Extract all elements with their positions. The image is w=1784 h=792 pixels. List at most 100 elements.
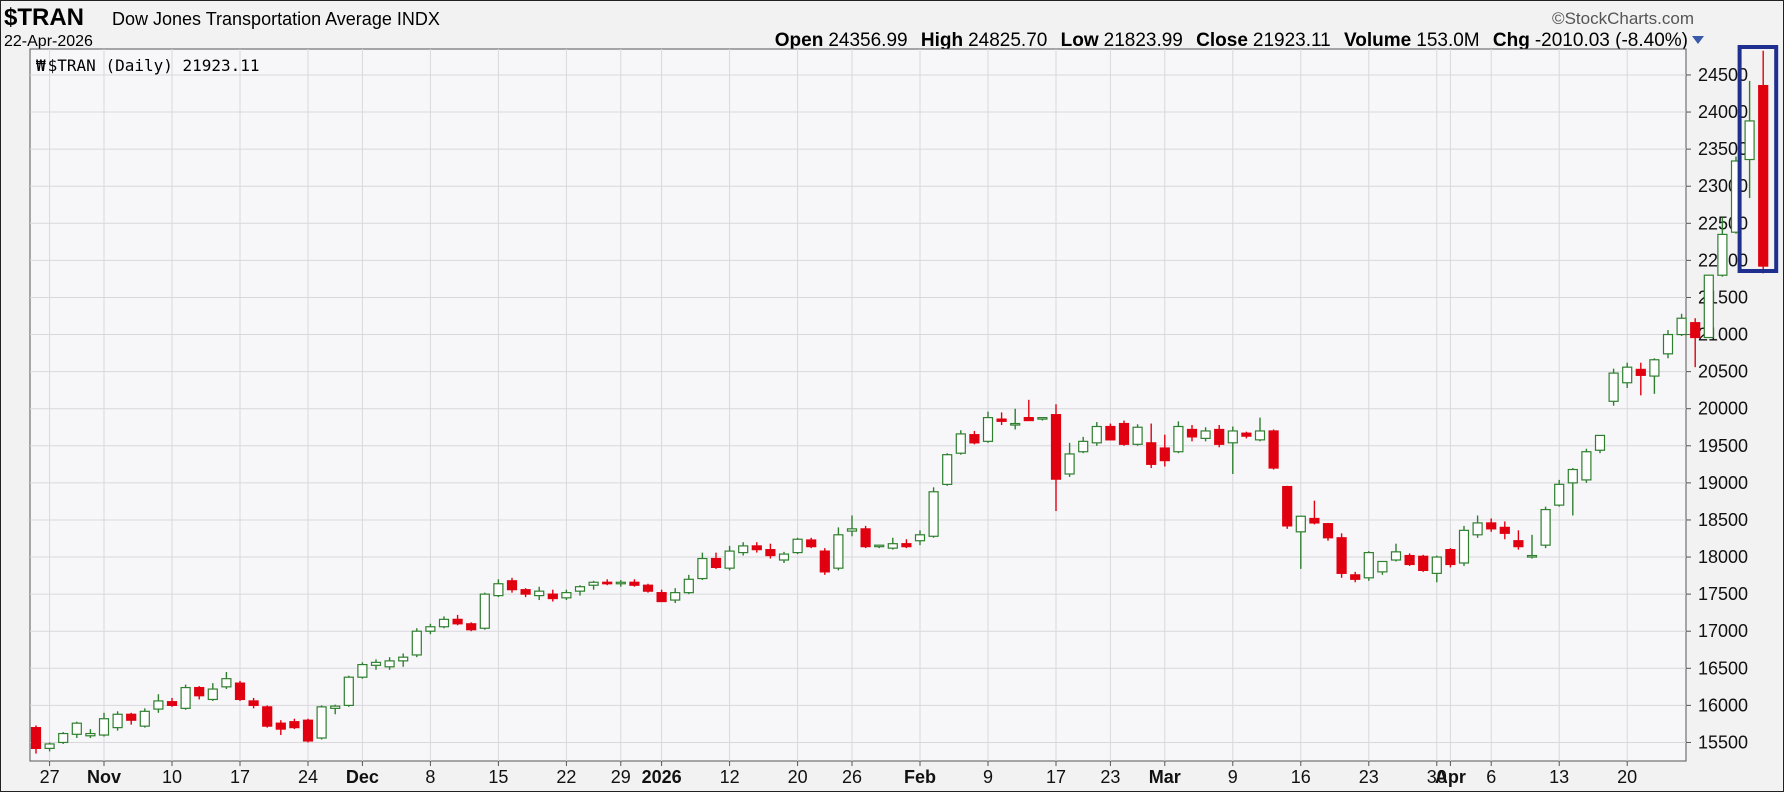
candle-body: [1703, 274, 1714, 339]
index-name: Dow Jones Transportation Average INDX: [112, 9, 440, 30]
candle-body: [561, 592, 572, 599]
candle-body: [1717, 233, 1728, 276]
candle-body: [1567, 468, 1578, 484]
candle-body: [1295, 515, 1306, 533]
x-tick-label: 10: [162, 767, 182, 787]
y-tick-label: 16000: [1698, 695, 1748, 715]
candle-body: [1662, 333, 1674, 355]
candle-body: [996, 418, 1007, 422]
candle-body: [1404, 554, 1415, 566]
x-tick-label: Dec: [346, 767, 379, 787]
candle-body: [411, 630, 422, 656]
candle-body: [479, 593, 490, 629]
x-tick-label: 6: [1486, 767, 1496, 787]
candle-body: [1050, 414, 1062, 480]
candle-body: [58, 732, 69, 744]
x-tick-label: 12: [720, 767, 740, 787]
candle-body: [357, 663, 368, 678]
x-tick-label: 9: [983, 767, 993, 787]
candle-body: [1554, 483, 1565, 506]
candle-body: [466, 623, 477, 631]
x-tick-label: 20: [788, 767, 808, 787]
candle-body: [1309, 517, 1320, 524]
candle-body: [1132, 426, 1143, 445]
candle-body: [343, 676, 354, 706]
plot-area: 15500 16000 16500 17000 17500 18000 18500 19000…: [29, 45, 1779, 787]
y-tick-label: 19500: [1698, 436, 1748, 456]
candle-body: [615, 581, 626, 585]
candle-body: [710, 557, 722, 569]
candle-body: [126, 713, 137, 721]
candle-body: [1064, 453, 1075, 475]
candle-body: [1608, 372, 1619, 402]
candle-body: [697, 557, 708, 580]
candle-body: [1744, 120, 1755, 161]
candle-body: [1078, 440, 1089, 453]
candle-body: [262, 706, 273, 727]
x-tick-label: Mar: [1149, 767, 1181, 787]
candle-body: [1513, 540, 1524, 548]
volume-label: Volume: [1344, 30, 1412, 51]
candle-body: [506, 580, 518, 591]
candle-body: [384, 660, 395, 668]
candle-body: [1336, 537, 1347, 574]
close-label: Close: [1196, 30, 1248, 51]
y-tick-label: 20000: [1698, 399, 1748, 419]
candle-body: [901, 543, 912, 548]
candle-body: [44, 743, 55, 749]
candle-body: [1200, 430, 1211, 439]
x-tick-label: 22: [556, 767, 576, 787]
candle-body: [139, 710, 150, 727]
y-tick-label: 18500: [1698, 510, 1748, 530]
x-tick-label: 23: [1100, 767, 1120, 787]
candle-body: [1526, 554, 1538, 558]
candle-body: [1594, 434, 1606, 451]
candle-body: [574, 586, 586, 592]
candle-body: [1458, 529, 1470, 564]
open-value: 24356.99: [828, 30, 908, 51]
candle-body: [1431, 556, 1442, 574]
candle-body: [1581, 451, 1592, 481]
candle-body: [656, 592, 667, 603]
x-tick-label: 23: [1359, 767, 1379, 787]
candle-body: [1690, 322, 1701, 339]
low-label: Low: [1060, 30, 1099, 51]
legend-text: $TRAN (Daily) 21923.11: [47, 56, 260, 75]
y-tick-label: 16500: [1698, 658, 1748, 678]
candle-body: [860, 528, 871, 548]
candle-body: [670, 592, 681, 601]
y-tick-label: 19000: [1698, 473, 1748, 493]
plot-background: [29, 48, 1687, 762]
candle-body: [1758, 84, 1769, 267]
y-tick-label: 20500: [1698, 362, 1748, 382]
candle-body: [547, 593, 558, 600]
high-value: 24825.70: [968, 30, 1048, 51]
caret-down-icon[interactable]: [1692, 36, 1704, 44]
candle-body: [724, 550, 735, 569]
candle-body: [1635, 368, 1646, 376]
candle-body: [1159, 447, 1170, 462]
candle-body: [588, 581, 599, 586]
x-tick-label: 9: [1228, 767, 1238, 787]
candle-body: [85, 732, 96, 737]
candle-body: [221, 678, 232, 688]
candle-body: [1227, 430, 1238, 444]
candle-body: [1486, 522, 1497, 530]
candle-body: [751, 545, 762, 551]
chart-style-icon[interactable]: ₩: [36, 56, 46, 75]
candle-body: [398, 656, 409, 662]
candle-body: [629, 581, 640, 586]
y-tick-label: 17000: [1698, 621, 1748, 641]
y-tick-label: 18000: [1698, 547, 1748, 567]
candle-body: [806, 539, 817, 548]
candle-body: [887, 543, 898, 549]
index-full-name: Dow Jones Transportation Average: [112, 9, 392, 29]
candle-body: [1241, 432, 1252, 437]
x-tick-label: 29: [611, 767, 631, 787]
y-tick-label: 23500: [1698, 139, 1748, 159]
change-value: -2010.03 (-8.40%): [1534, 30, 1688, 51]
x-tick-label: 26: [842, 767, 862, 787]
low-value: 21823.99: [1103, 30, 1183, 51]
candle-body: [98, 718, 110, 736]
